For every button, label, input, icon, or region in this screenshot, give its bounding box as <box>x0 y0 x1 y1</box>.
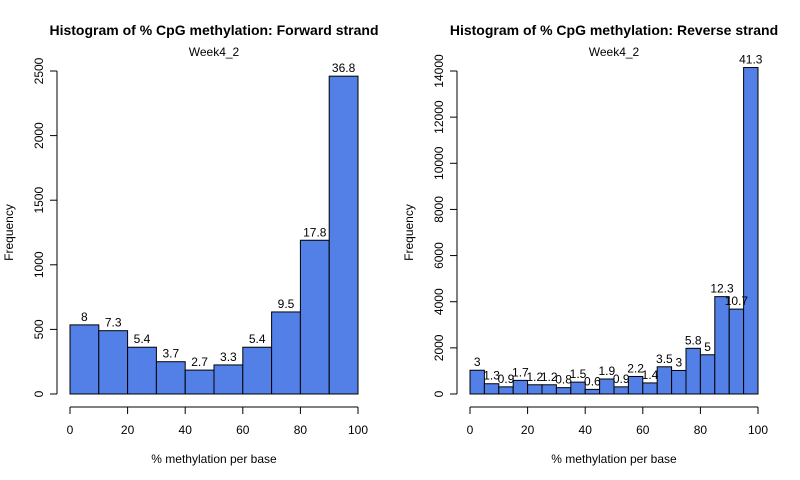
chart-2-bar-4 <box>512 379 529 395</box>
chart-2-bar-label-2: 1.3 <box>483 369 500 383</box>
chart-2-bar-1 <box>469 369 485 395</box>
chart-2-y-tick-label-7: 14000 <box>432 54 446 88</box>
chart-1-bar-2 <box>98 330 129 395</box>
chart-2-bar-6 <box>541 384 557 395</box>
chart-2-bar-label-4: 1.7 <box>512 365 529 379</box>
chart-2-bar-18 <box>714 296 730 395</box>
chart-1-bar-label-9: 17.8 <box>303 225 327 239</box>
chart-2-bar-label-12: 2.2 <box>627 361 644 375</box>
chart-2-bar-label-5: 1.2 <box>526 370 543 384</box>
chart-2-x-tick-label-3: 60 <box>636 423 650 437</box>
chart-1-bar-label-4: 3.7 <box>162 347 179 361</box>
chart-2-subtitle: Week4_2 <box>589 45 640 59</box>
chart-2-y-tick-label-1: 2000 <box>432 334 446 361</box>
chart-2-bar-2 <box>483 383 500 395</box>
chart-2-bar-label-13: 1.4 <box>642 368 659 382</box>
chart-1-bar-label-5: 2.7 <box>191 355 208 369</box>
chart-1-y-axis-label: Frequency <box>2 204 16 261</box>
chart-1-y-tick-label-3: 1500 <box>32 187 46 214</box>
chart-1-title: Histogram of % CpG methylation: Forward … <box>49 22 378 38</box>
chart-1-bar-5 <box>184 369 215 395</box>
chart-1-x-tick-label-0: 0 <box>67 423 74 437</box>
chart-2-bar-label-14: 3.5 <box>656 352 673 366</box>
chart-2-bar-label-17: 5 <box>704 340 711 354</box>
chart-2-bar-20 <box>743 67 759 395</box>
chart-1-y-tick-label-0: 0 <box>32 390 46 397</box>
chart-1-y-tick-label-1: 500 <box>32 319 46 339</box>
chart-2-bar-label-6: 1.2 <box>541 370 558 384</box>
chart-1-bar-6 <box>213 364 244 395</box>
chart-1-x-tick-label-2: 40 <box>179 423 193 437</box>
chart-2-x-tick-label-0: 0 <box>467 423 474 437</box>
chart-2-bar-19 <box>728 308 745 395</box>
chart-1-x-tick-label-5: 100 <box>348 423 368 437</box>
chart-1-x-tick-label-1: 20 <box>121 423 135 437</box>
chart-1-bar-label-8: 9.5 <box>278 297 295 311</box>
chart-2-bar-label-11: 0.9 <box>613 372 630 386</box>
chart-2-bar-3 <box>498 386 514 395</box>
chart-2-y-tick-label-2: 4000 <box>432 288 446 315</box>
chart-1-x-tick-label-3: 60 <box>236 423 250 437</box>
chart-1-bar-label-2: 7.3 <box>105 316 122 330</box>
chart-1-y-tick-label-2: 1000 <box>32 251 46 278</box>
chart-1-bar-1 <box>69 324 100 395</box>
chart-2-bar-label-8: 1.5 <box>570 367 587 381</box>
chart-2-bar-5 <box>527 384 543 395</box>
chart-2-bar-9 <box>584 388 601 395</box>
chart-1-bar-3 <box>127 346 157 395</box>
chart-2-y-axis-label: Frequency <box>402 204 416 261</box>
chart-2-bar-label-15: 3 <box>675 355 682 369</box>
chart-1-bar-label-7: 5.4 <box>249 332 266 346</box>
chart-2-bar-label-7: 0.8 <box>555 373 572 387</box>
chart-1-y-tick-label-4: 2000 <box>32 122 46 149</box>
chart-2-bar-16 <box>685 347 701 395</box>
chart-2-y-tick-label-5: 10000 <box>432 146 446 180</box>
chart-1-bar-label-10: 36.8 <box>332 61 356 75</box>
chart-2-bar-7 <box>555 387 572 395</box>
chart-2-bar-label-3: 0.9 <box>498 372 515 386</box>
chart-1-x-axis-label: % methylation per base <box>151 452 277 466</box>
chart-2-y-tick-label-4: 8000 <box>432 196 446 223</box>
chart-2-bar-label-10: 1.9 <box>598 364 615 378</box>
chart-2-bar-12 <box>627 375 644 395</box>
chart-2-bar-17 <box>699 354 716 395</box>
chart-1-bar-4 <box>155 361 186 395</box>
chart-2-x-axis-label: % methylation per base <box>551 452 677 466</box>
chart-1-bar-label-1: 8 <box>81 310 88 324</box>
chart-1-bar-label-3: 5.4 <box>134 332 151 346</box>
chart-2-bar-label-1: 3 <box>474 355 481 369</box>
chart-1-y-tick-label-5: 2500 <box>32 57 46 84</box>
chart-2-bar-label-20: 41.3 <box>739 53 763 67</box>
chart-1-bar-8 <box>271 311 301 395</box>
chart-2-bar-label-19: 10.7 <box>725 294 749 308</box>
chart-1-bar-9 <box>299 239 330 395</box>
chart-1-bar-10 <box>328 75 359 395</box>
chart-2-bar-label-18: 12.3 <box>710 282 734 296</box>
chart-2-title: Histogram of % CpG methylation: Reverse … <box>450 22 778 38</box>
chart-1-x-tick-label-4: 80 <box>294 423 308 437</box>
chart-2-y-tick-label-6: 12000 <box>432 100 446 134</box>
chart-2-bar-label-9: 0.6 <box>584 374 601 388</box>
chart-2-bar-13 <box>642 382 658 395</box>
chart-2-bar-14 <box>656 366 673 395</box>
chart-1-bar-label-6: 3.3 <box>220 350 237 364</box>
chart-2-bar-8 <box>570 381 586 395</box>
chart-2-bar-10 <box>599 378 615 395</box>
chart-2-y-tick-label-0: 0 <box>432 390 446 397</box>
chart-1-subtitle: Week4_2 <box>189 45 240 59</box>
chart-2-x-tick-label-1: 20 <box>521 423 535 437</box>
chart-2-bar-11 <box>613 386 629 395</box>
chart-2-x-tick-label-5: 100 <box>748 423 768 437</box>
chart-2-x-tick-label-4: 80 <box>694 423 708 437</box>
chart-2-y-tick-label-3: 6000 <box>432 242 446 269</box>
chart-2-x-tick-label-2: 40 <box>579 423 593 437</box>
chart-2-bar-15 <box>671 369 687 395</box>
chart-1-bar-7 <box>242 346 273 395</box>
chart-2-bar-label-16: 5.8 <box>685 333 702 347</box>
